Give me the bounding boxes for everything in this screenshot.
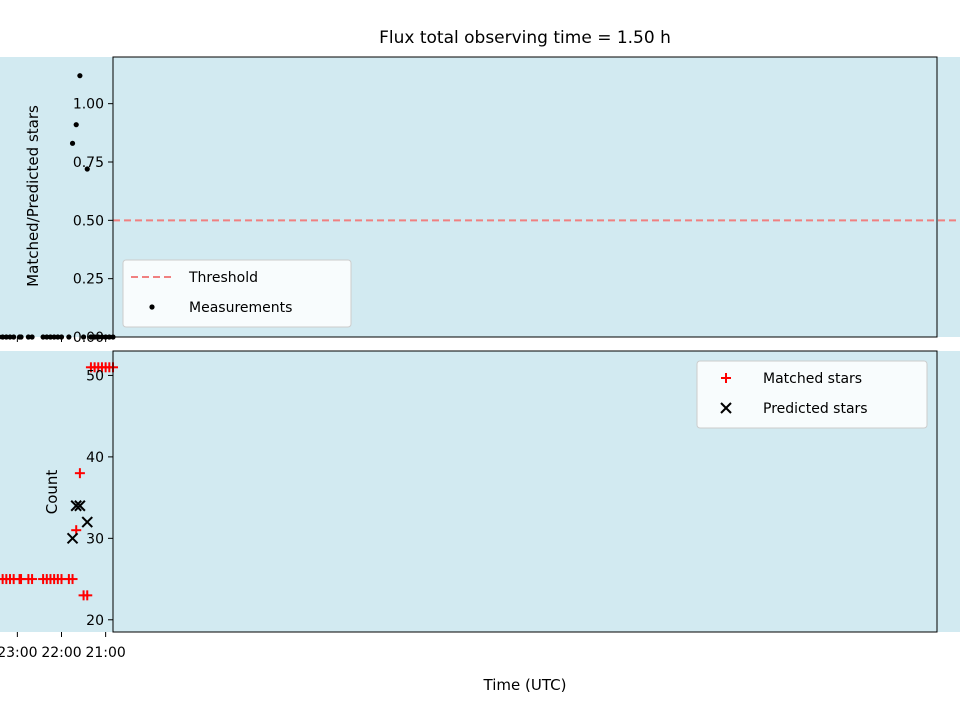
measurement-point — [69, 140, 76, 146]
matched-star-marker — [78, 590, 89, 601]
matched-star-marker — [38, 574, 49, 585]
measurement-point — [25, 334, 31, 340]
measurement-point — [44, 334, 50, 340]
measurement-point — [40, 334, 46, 340]
legend-label: Measurements — [189, 300, 292, 316]
marker-stroke — [66, 532, 79, 545]
predicted-star-marker — [70, 500, 82, 512]
x-axis-label: Time (UTC) — [483, 676, 567, 694]
y-tick-label: 0.00 — [73, 330, 104, 346]
measurement-point — [77, 73, 83, 79]
measurement-point — [99, 334, 105, 340]
measurement-point — [88, 334, 94, 340]
y-tick-label: 0.75 — [73, 155, 104, 171]
measurement-point — [7, 334, 13, 340]
measurement-point — [0, 334, 6, 340]
measurement-point — [29, 334, 35, 340]
matched-star-marker — [74, 468, 85, 479]
measurement-point — [0, 334, 2, 340]
bottom-panel: 2030405021:0022:0023:0000:0001:00Matched… — [0, 350, 960, 661]
marker-stroke — [81, 516, 93, 528]
measurement-point — [95, 334, 101, 340]
legend-predicted-swatch — [720, 402, 732, 414]
y-tick-label: 50 — [86, 368, 104, 384]
legend-label: Matched stars — [763, 371, 862, 387]
measurement-point — [73, 122, 79, 128]
measurement-point — [80, 334, 87, 340]
matched-star-marker — [85, 362, 96, 373]
measurement-point — [55, 334, 61, 340]
measurement-point — [84, 166, 90, 172]
measurement-point — [11, 334, 17, 340]
top-y-axis-label: Matched/Predicted stars — [24, 105, 42, 287]
x-tick-label: 21:00 — [85, 645, 125, 661]
y-tick-label: 40 — [86, 450, 104, 466]
top-panel: 0.00 0.25 0.50 0.75 1.00 Threshold Measurement… — [0, 56, 960, 346]
matched-star-marker — [0, 578, 4, 581]
y-tick-label: 1.00 — [73, 97, 104, 113]
measurement-point — [66, 334, 72, 340]
y-tick-label: 30 — [86, 531, 104, 547]
measurement-point — [51, 334, 57, 340]
marker-stroke — [720, 402, 732, 414]
measurement-point — [16, 334, 23, 340]
y-tick-label: 0.25 — [73, 272, 104, 288]
legend-box — [696, 360, 928, 429]
axes-frame — [112, 350, 938, 633]
bottom-y-axis-label: Count — [43, 470, 61, 515]
x-tick-label: 23:00 — [0, 645, 38, 661]
measurement-point — [92, 334, 98, 340]
chart-title: Flux total observing time = 1.50 h — [379, 28, 671, 48]
marker-stroke — [70, 500, 82, 512]
legend-label: Predicted stars — [763, 401, 868, 417]
legend-box — [122, 259, 352, 328]
predicted-star-marker — [81, 516, 93, 528]
y-tick-label: 0.50 — [73, 213, 104, 229]
predicted-star-marker — [74, 500, 86, 512]
measurement-point — [3, 334, 9, 340]
legend-matched-swatch — [721, 373, 731, 383]
y-tick-label: 20 — [86, 613, 104, 629]
legend-label: Threshold — [188, 270, 258, 286]
legend: Threshold Measurements — [122, 259, 352, 328]
legend-measurement-swatch — [149, 304, 155, 310]
legend: Matched stars Predicted stars — [696, 360, 928, 429]
axes-frame — [112, 56, 938, 338]
marker-stroke — [74, 500, 86, 512]
predicted-star-marker — [66, 532, 79, 545]
x-tick-label: 22:00 — [41, 645, 81, 661]
measurement-point — [47, 334, 54, 340]
